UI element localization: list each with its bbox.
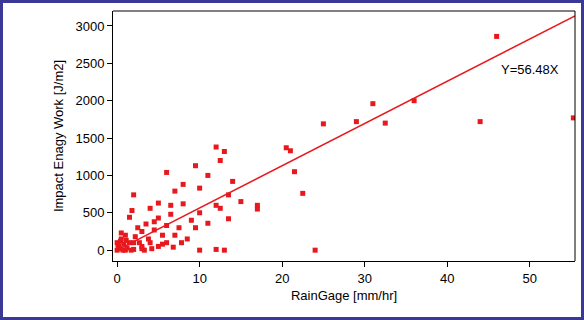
svg-text:20: 20 [275, 271, 289, 286]
svg-text:RainGage [mm/hr]: RainGage [mm/hr] [291, 288, 397, 303]
svg-text:30: 30 [357, 271, 371, 286]
svg-text:0: 0 [97, 243, 104, 258]
svg-text:1000: 1000 [75, 168, 104, 183]
svg-text:50: 50 [522, 271, 536, 286]
svg-text:Y=56.48X: Y=56.48X [501, 62, 559, 77]
svg-text:2000: 2000 [75, 93, 104, 108]
svg-text:0: 0 [114, 271, 121, 286]
svg-text:Impact Enagy Work [J/m2]: Impact Enagy Work [J/m2] [51, 60, 66, 212]
svg-text:10: 10 [192, 271, 206, 286]
svg-text:500: 500 [83, 205, 105, 220]
svg-text:40: 40 [440, 271, 454, 286]
svg-text:1500: 1500 [75, 131, 104, 146]
svg-text:2500: 2500 [75, 56, 104, 71]
svg-text:3000: 3000 [75, 19, 104, 34]
